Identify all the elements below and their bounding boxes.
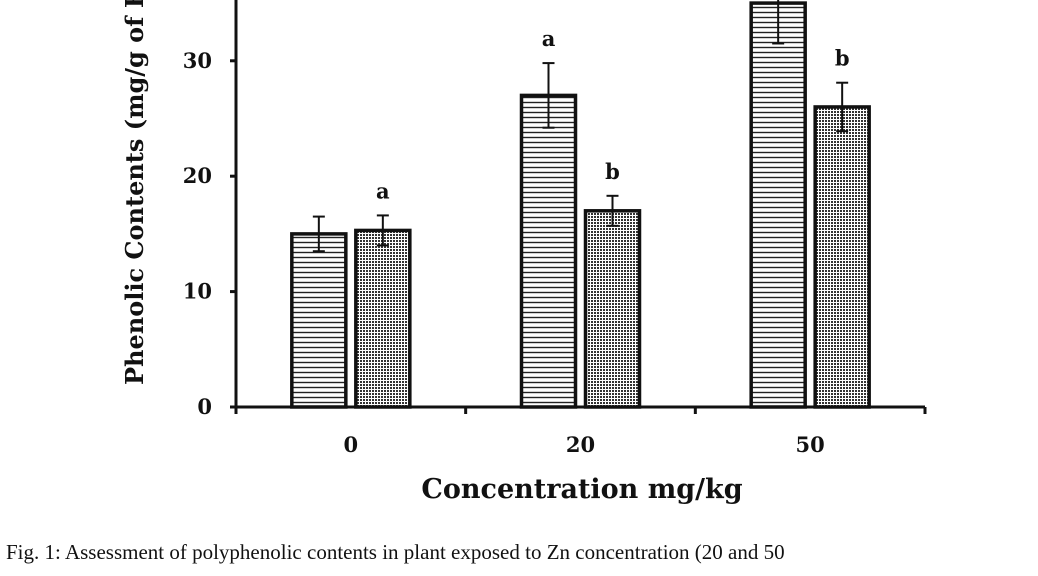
x-tick-label: 20 <box>566 432 595 457</box>
bar <box>290 232 348 409</box>
bar <box>519 93 578 409</box>
significance-label: a <box>542 26 556 51</box>
significance-label: a <box>376 178 390 203</box>
bar-chart: Phenolic Contents (mg/g of FW) 0 10 20 30 0 2… <box>120 0 927 505</box>
bar <box>813 105 871 409</box>
x-tick-label: 50 <box>796 432 825 457</box>
bar <box>354 228 412 409</box>
figure-caption: Fig. 1: Assessment of polyphenolic conte… <box>6 540 785 564</box>
y-tick-label: 30 <box>183 48 212 73</box>
significance-label: b <box>605 159 620 184</box>
x-tick-label: 0 <box>344 432 359 457</box>
y-tick-label: 20 <box>183 163 212 188</box>
y-axis-label: Phenolic Contents (mg/g of FW) <box>120 0 149 385</box>
y-tick-label: 10 <box>183 279 212 304</box>
x-axis-label: Concentration mg/kg <box>421 474 742 505</box>
bar <box>583 209 642 409</box>
bar <box>749 1 807 409</box>
significance-label: b <box>835 46 850 71</box>
y-tick-label: 0 <box>197 394 212 419</box>
